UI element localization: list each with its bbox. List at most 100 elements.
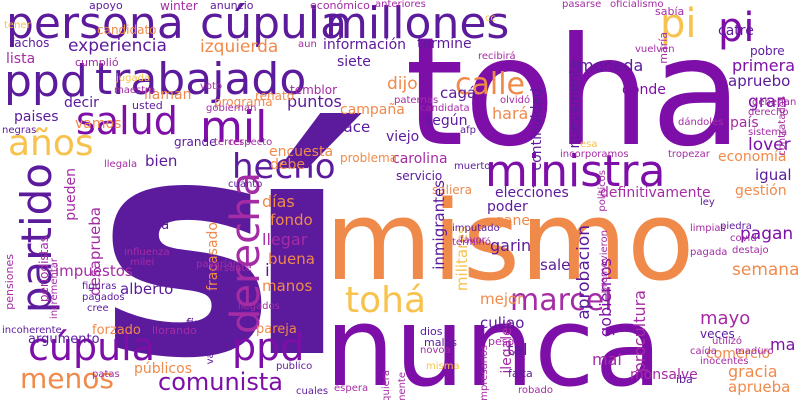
word: persona [6, 0, 184, 49]
word: peso [488, 335, 515, 348]
word: termine [417, 36, 472, 52]
word: pi [718, 5, 755, 51]
word: cuales [296, 386, 329, 397]
word: pagan [740, 224, 794, 244]
word: ppd [232, 325, 305, 369]
word: definitivamente [600, 185, 711, 201]
word: cumplió [75, 56, 119, 69]
word: campaña [340, 102, 405, 118]
word: utilizó [712, 336, 742, 347]
word: primera [732, 56, 795, 75]
word: procultura [630, 290, 649, 373]
word: pasarían [196, 259, 240, 270]
word: llaman [144, 87, 192, 103]
word: sabía [655, 5, 685, 18]
word: sí [97, 75, 348, 400]
word: menos [20, 362, 114, 395]
word: comercio [706, 346, 771, 362]
word: deberían [752, 97, 797, 108]
word: experiencia [68, 36, 167, 56]
word: información [323, 37, 407, 53]
word: programa [214, 95, 273, 109]
word: grande [174, 135, 217, 149]
word: debe [270, 157, 305, 173]
word: robado [518, 385, 553, 396]
word: ilegal [265, 261, 311, 281]
word: jugada [116, 73, 151, 84]
word: anuncio [210, 0, 254, 12]
word: dijo [387, 74, 418, 94]
word: elecciones [495, 185, 569, 201]
word: trabajado [95, 54, 307, 105]
word: forzado [92, 323, 141, 338]
word: salud [76, 99, 178, 143]
word: servicio [396, 169, 443, 183]
word: país [730, 115, 759, 131]
word: pueden [63, 168, 79, 221]
word: maría [657, 32, 670, 64]
word: recibirá [478, 51, 516, 62]
word: empresarios [479, 345, 490, 400]
word: pasarse [562, 0, 602, 10]
word: días [262, 192, 295, 211]
word: inocentes [700, 356, 749, 367]
word: mayo [700, 308, 751, 329]
word: misma [426, 361, 460, 372]
word: temblor [290, 83, 338, 97]
word: dándoles [678, 117, 724, 128]
word: aprobacion [574, 225, 594, 320]
word: toha [405, 6, 743, 180]
word: viejo [386, 129, 420, 145]
word: fracasado [205, 222, 221, 291]
word: relación [125, 203, 185, 221]
word: cúpula [200, 0, 348, 49]
word: candidata [420, 103, 470, 114]
word: winter [160, 0, 198, 13]
word: carolina [392, 151, 448, 167]
word: veces [700, 327, 735, 341]
word: destajo [732, 245, 769, 256]
word: derecho [748, 107, 789, 118]
word: falta [508, 367, 533, 380]
word: mejor [480, 290, 524, 308]
word: públicos [134, 361, 192, 377]
word: farsante [210, 263, 252, 274]
word: mil [200, 102, 268, 153]
word: comunista [158, 368, 283, 396]
word: final [186, 317, 215, 332]
word: limpias [690, 223, 726, 234]
word: inmigrantes [430, 180, 448, 270]
word: izquierda [200, 37, 279, 57]
word: negras [2, 125, 37, 136]
word: problema [340, 151, 398, 165]
word: llegala [104, 159, 138, 170]
word: oficialismo [610, 0, 664, 10]
word: paternas [394, 95, 439, 106]
word: piedra [720, 221, 752, 232]
word: sistema [748, 127, 788, 138]
word: respecto [229, 137, 273, 148]
word: continuidad [529, 88, 545, 171]
word: patas [92, 369, 120, 380]
word: voto [200, 81, 223, 92]
word: tener [4, 20, 31, 31]
word: candidato [97, 23, 157, 37]
word: gestión [735, 183, 787, 199]
word: quiera [381, 370, 392, 400]
word: pobre [750, 44, 785, 58]
word: gracia [728, 362, 778, 381]
word: monsalve [630, 367, 698, 383]
word: nunca [325, 283, 663, 400]
word: según [425, 113, 468, 129]
word: ma [770, 335, 796, 354]
word: gobiernan [206, 103, 257, 114]
word: vamos [75, 116, 122, 132]
word: hace [334, 118, 371, 136]
word: calle [455, 67, 526, 102]
word: aun [298, 39, 317, 50]
word: usted [132, 99, 163, 112]
word: cúpula [28, 325, 156, 369]
word: mismo [325, 177, 695, 305]
word: olvidó [500, 95, 531, 106]
word: llorando [152, 324, 197, 337]
